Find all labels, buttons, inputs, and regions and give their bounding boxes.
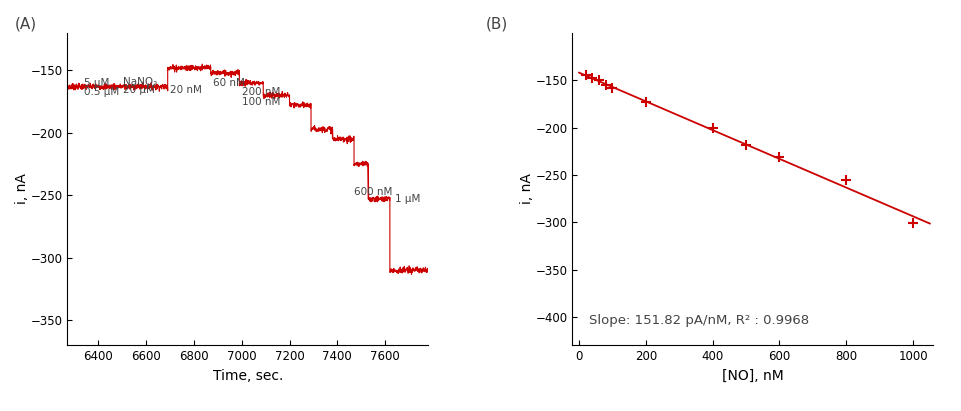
Text: (A): (A) (14, 17, 37, 32)
Y-axis label: i, nA: i, nA (520, 173, 533, 205)
Text: 0.5 μM: 0.5 μM (84, 87, 119, 97)
Text: (B): (B) (485, 17, 507, 32)
Text: NaNO₂: NaNO₂ (123, 76, 158, 87)
Text: 5 μM: 5 μM (84, 78, 110, 88)
Text: 100 nM: 100 nM (241, 97, 280, 106)
Text: 600 nM: 600 nM (354, 187, 392, 196)
Text: 200 nM: 200 nM (241, 87, 280, 97)
X-axis label: Time, sec.: Time, sec. (212, 369, 283, 383)
Text: 1 μM: 1 μM (394, 194, 420, 204)
Text: 60 nM: 60 nM (212, 78, 245, 88)
X-axis label: [NO], nM: [NO], nM (721, 369, 783, 383)
Text: 20 nM: 20 nM (170, 85, 202, 95)
Y-axis label: i, nA: i, nA (15, 173, 29, 205)
Text: Slope: 151.82 pA/nM, R² : 0.9968: Slope: 151.82 pA/nM, R² : 0.9968 (588, 314, 808, 328)
Text: 20 μM: 20 μM (123, 85, 155, 95)
